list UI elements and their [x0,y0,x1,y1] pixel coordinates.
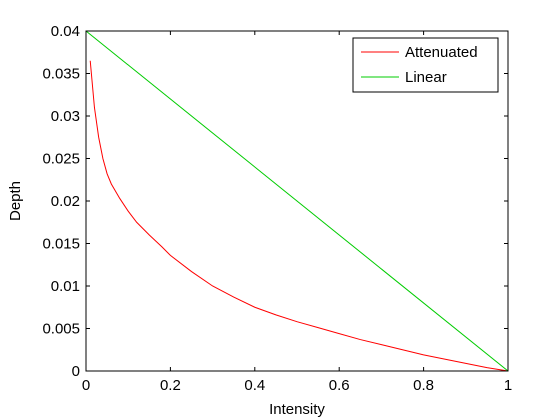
legend-box [352,37,499,93]
x-tick-label: 0.8 [413,377,434,394]
y-tick-label: 0.025 [42,151,80,168]
y-tick-label: 0.035 [42,66,80,83]
y-tick-label: 0.02 [51,193,80,210]
legend-label-attenuated: Attenuated [405,44,478,61]
y-tick-label: 0 [72,363,80,380]
x-tick-label: 0.6 [329,377,350,394]
y-tick-label: 0.005 [42,321,80,338]
series-line-attenuated [89,60,509,372]
legend-label-linear: Linear [405,69,447,86]
y-tick-label: 0.01 [51,278,80,295]
legend: Attenuated Linear [352,37,499,93]
x-tick-label: 0 [82,377,90,394]
y-tick-label: 0.04 [51,23,80,40]
x-axis-label: Intensity [269,401,325,418]
y-axis-label: Depth [7,181,24,221]
x-tick-label: 1 [504,377,512,394]
series-line-linear [85,30,509,372]
x-tick-label: 0.4 [244,377,265,394]
y-tick-label: 0.015 [42,236,80,253]
x-tick-label: 0.2 [160,377,181,394]
y-tick-label: 0.03 [51,108,80,125]
